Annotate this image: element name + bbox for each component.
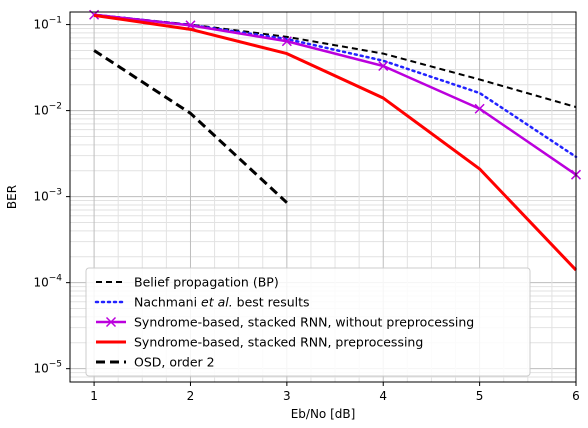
legend: Belief propagation (BP) Nachmani et al. b… [85, 267, 531, 377]
series-line-4 [93, 13, 578, 272]
x-tick-label: 3 [283, 389, 291, 403]
x-tick-label: 4 [379, 389, 387, 403]
series-line-5 [93, 49, 288, 204]
x-axis-title: Eb/No [dB] [291, 407, 356, 421]
y-axis-title: BER [5, 185, 19, 209]
tick-layer: 1 2 3 4 5 6 10−5 10−4 10−3 10−2 10−1 [33, 16, 579, 403]
x-tick-label: 1 [90, 389, 98, 403]
series-line-3 [93, 13, 577, 176]
legend-entry-label: Nachmani et al. best results [134, 295, 310, 310]
legend-entry-label: Belief propagation (BP) [134, 275, 279, 290]
x-tick-label: 5 [476, 389, 484, 403]
x-tick-label: 2 [187, 389, 195, 403]
x-tick-label: 6 [572, 389, 580, 403]
data-point-marker [474, 103, 485, 114]
y-tick-label: 10−4 [33, 274, 62, 290]
data-point-marker [378, 60, 389, 72]
series-layer [89, 9, 582, 272]
y-tick-label: 10−3 [33, 188, 62, 204]
data-point-marker [281, 36, 292, 47]
y-tick-label: 10−5 [33, 360, 62, 376]
legend-entry-label: Syndrome-based, stacked RNN, preprocessi… [134, 335, 423, 350]
y-tick-label: 10−2 [33, 102, 62, 118]
legend-entry-label: Syndrome-based, stacked RNN, without pre… [134, 315, 474, 330]
legend-entry-label: OSD, order 2 [134, 355, 215, 370]
y-tick-label: 10−1 [33, 16, 62, 32]
legend-marker [105, 316, 117, 328]
legend-box [85, 267, 531, 377]
